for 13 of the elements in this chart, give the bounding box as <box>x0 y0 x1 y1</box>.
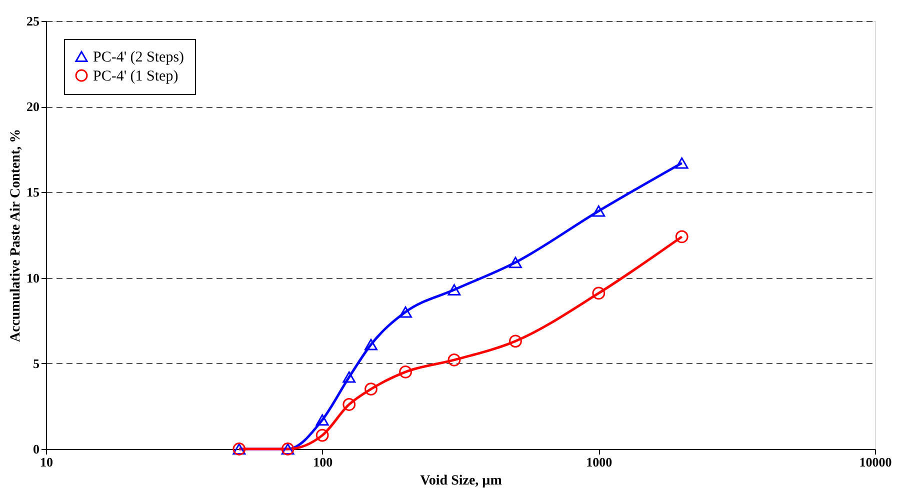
legend-label: PC-4' (1 Step) <box>93 68 178 84</box>
x-axis-title: Void Size, µm <box>420 474 502 488</box>
x-tick-label: 10000 <box>859 454 892 470</box>
y-tick-label: 0 <box>33 442 40 456</box>
y-axis-title: Accumulative Paste Air Content, % <box>8 128 24 342</box>
y-tick-label: 20 <box>26 99 40 114</box>
y-tick-label: 10 <box>26 270 40 286</box>
x-tick-label: 100 <box>313 454 333 470</box>
y-tick-label: 5 <box>33 356 40 371</box>
y-tick-label: 25 <box>26 14 40 28</box>
y-tick-label: 15 <box>26 184 40 200</box>
x-tick-label: 1000 <box>586 454 612 470</box>
legend-label: PC-4' (2 Steps) <box>93 50 184 66</box>
